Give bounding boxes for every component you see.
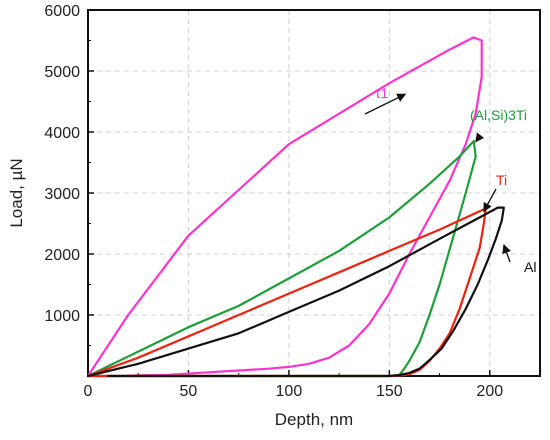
y-tick-label: 2000 <box>44 247 80 264</box>
y-tick-label: 5000 <box>44 64 80 81</box>
y-tick-label: 6000 <box>44 3 80 20</box>
annotation-arrow-3 <box>502 243 511 263</box>
annotation-layer: τ1 (Al,Si)3Ti Ti Al <box>364 85 536 275</box>
annotation-arrow-2 <box>483 188 497 213</box>
series-line-1 <box>86 140 477 378</box>
series-label-1: (Al,Si)3Ti <box>470 107 527 123</box>
x-tick-label: 150 <box>376 383 403 400</box>
series-line-0 <box>86 36 483 378</box>
annotation-arrow-1 <box>475 132 485 143</box>
y-axis-title: Load, µN <box>7 158 26 227</box>
grid-lines <box>88 10 540 376</box>
series-label-3: Al <box>524 259 536 275</box>
y-tick-label: 3000 <box>44 186 80 203</box>
x-axis-title: Depth, nm <box>275 410 353 429</box>
annotation-arrow-0 <box>364 93 407 115</box>
y-tick-label: 1000 <box>44 308 80 325</box>
series-line-2 <box>86 207 487 378</box>
x-tick-label: 50 <box>180 383 198 400</box>
series-layer <box>86 36 505 378</box>
series-line-3 <box>86 206 505 378</box>
x-tick-label: 100 <box>276 383 303 400</box>
series-label-0: τ1 <box>375 85 389 101</box>
y-tick-label: 4000 <box>44 125 80 142</box>
x-tick-label: 0 <box>84 383 93 400</box>
x-tick-label: 200 <box>476 383 503 400</box>
series-label-2: Ti <box>496 172 507 188</box>
axis-ticks: 0 50 100 150 200 1000 2000 3000 4000 5000 6000 <box>44 3 503 400</box>
